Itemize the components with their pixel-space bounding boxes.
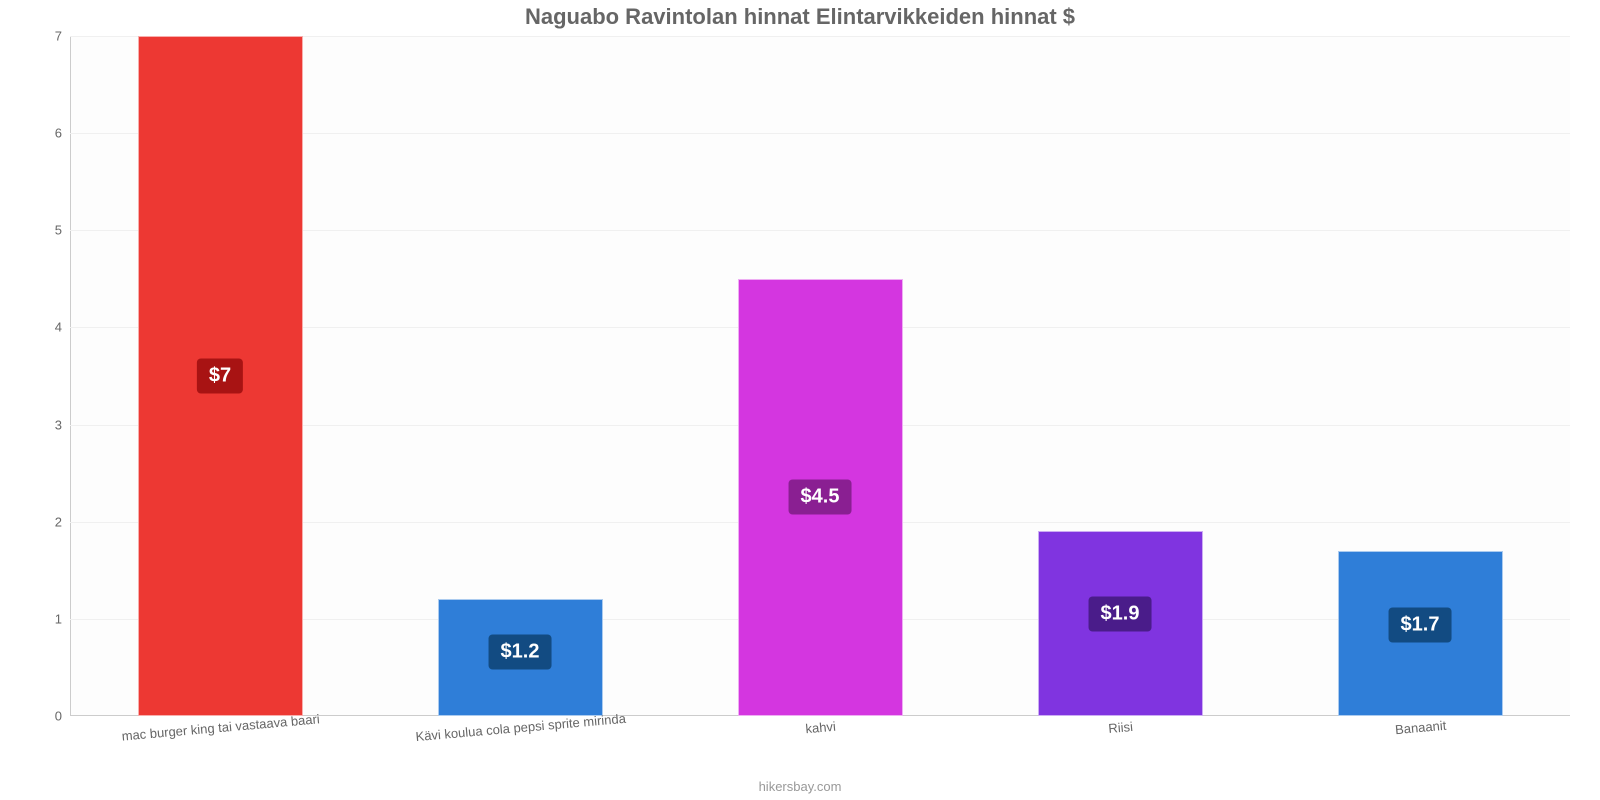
ytick-label: 6: [12, 126, 62, 141]
value-badge: $1.2: [489, 634, 552, 669]
ytick-label: 7: [12, 29, 62, 44]
chart-title: Naguabo Ravintolan hinnat Elintarvikkeid…: [0, 4, 1600, 30]
ytick-label: 3: [12, 417, 62, 432]
value-badge: $4.5: [789, 480, 852, 515]
credit-text: hikersbay.com: [0, 779, 1600, 794]
value-badge: $1.7: [1389, 608, 1452, 643]
ytick-label: 2: [12, 514, 62, 529]
value-badge: $7: [197, 359, 243, 394]
xtick-label: mac burger king tai vastaava baari: [121, 711, 320, 743]
xtick-label: Banaanit: [1394, 718, 1446, 737]
y-axis-line: [70, 36, 71, 716]
xtick-label: Riisi: [1108, 719, 1134, 736]
value-badge: $1.9: [1089, 597, 1152, 632]
ytick-label: 0: [12, 709, 62, 724]
xtick-label: kahvi: [805, 719, 837, 737]
plot-area: $7 $1.2 $4.5 $1.9 $1.7: [70, 36, 1570, 716]
price-bar-chart: Naguabo Ravintolan hinnat Elintarvikkeid…: [0, 0, 1600, 800]
ytick-label: 5: [12, 223, 62, 238]
ytick-label: 1: [12, 611, 62, 626]
ytick-label: 4: [12, 320, 62, 335]
